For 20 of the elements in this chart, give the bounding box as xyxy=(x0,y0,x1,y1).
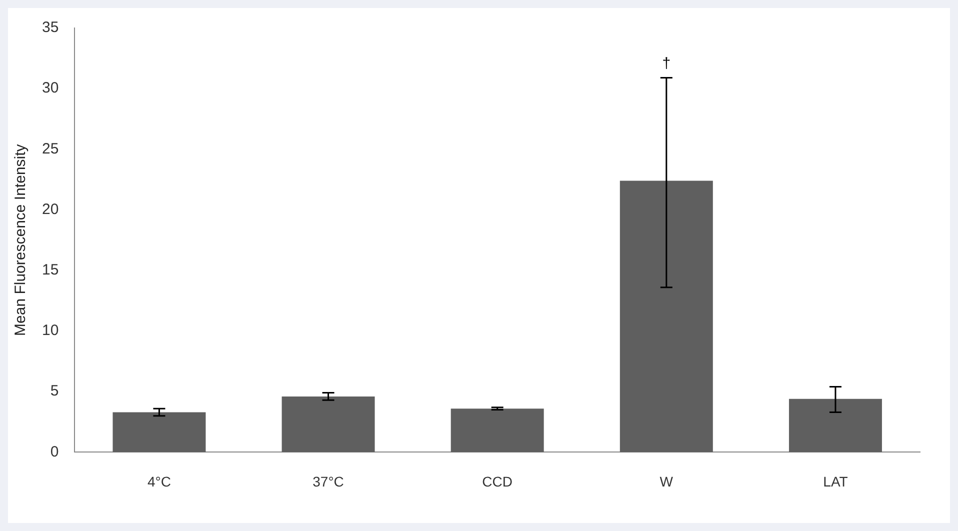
bar xyxy=(788,398,882,452)
x-tick-label: CCD xyxy=(482,473,513,490)
y-tick-label: 10 xyxy=(42,322,59,340)
x-tick-label: LAT xyxy=(823,473,848,490)
y-tick-label: 35 xyxy=(42,19,59,36)
y-tick-label: 25 xyxy=(42,140,59,158)
y-tick-label: 15 xyxy=(42,262,59,279)
bar xyxy=(112,412,206,452)
y-tick-label: 0 xyxy=(50,443,59,460)
x-tick-label: W xyxy=(660,473,674,490)
bar xyxy=(450,408,544,452)
x-tick-label: 4°C xyxy=(147,473,171,490)
bar xyxy=(282,396,375,452)
y-tick-label: 20 xyxy=(42,200,59,218)
x-tick-label: 37°C xyxy=(312,473,344,490)
annotation: † xyxy=(662,54,671,72)
y-axis-title: Mean Fluorescence Intensity xyxy=(12,144,30,336)
bar xyxy=(620,180,713,452)
y-tick-label: 5 xyxy=(50,382,59,400)
y-tick-label: 30 xyxy=(42,80,59,97)
